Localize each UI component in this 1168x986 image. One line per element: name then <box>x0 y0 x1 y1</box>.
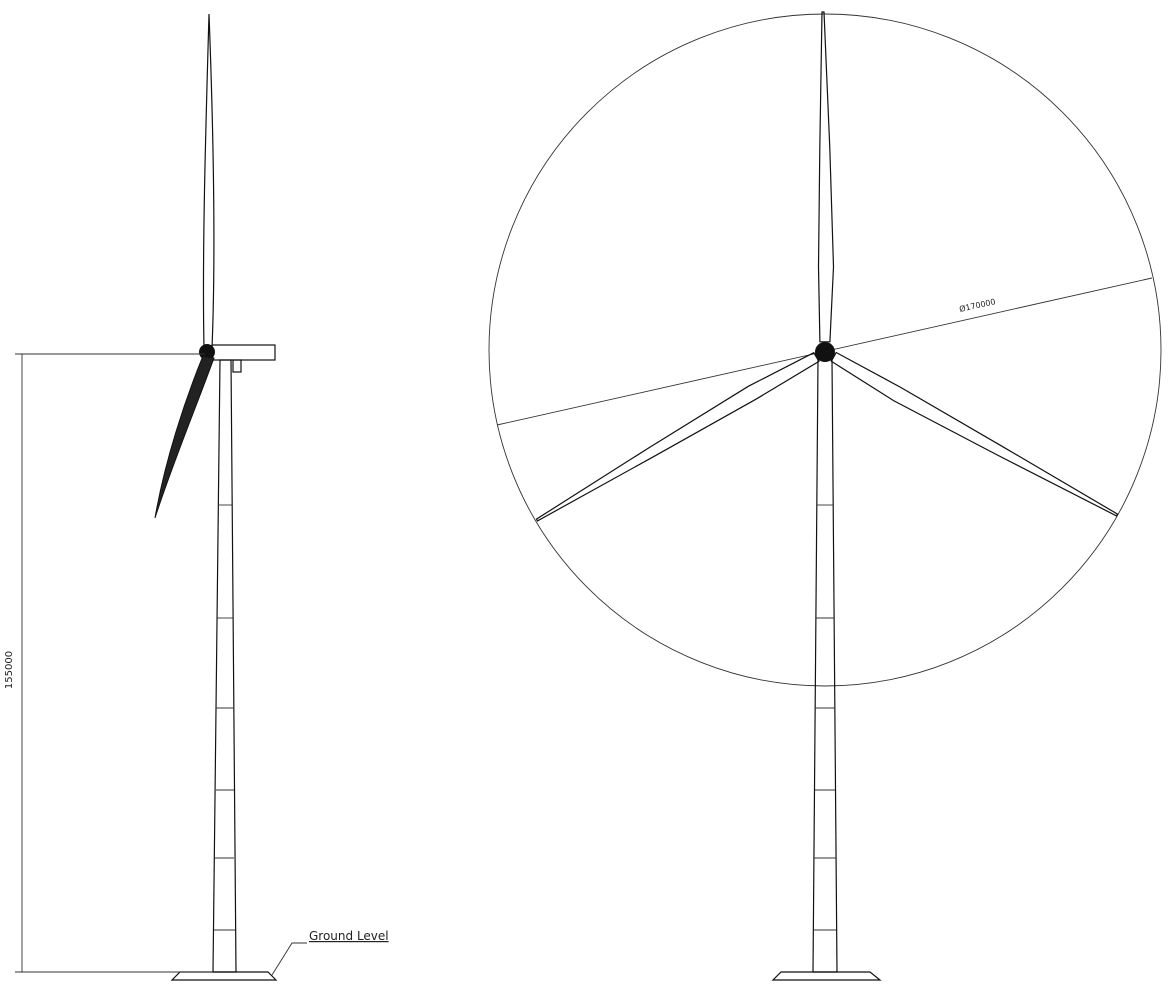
turbine-drawing: 155000 Ground Level Ø170000 <box>0 0 1168 986</box>
nacelle-detail <box>233 360 241 372</box>
foundation <box>773 972 880 980</box>
foundation <box>172 972 276 980</box>
tower <box>213 360 236 972</box>
rotor-diameter-label: Ø170000 <box>958 296 996 314</box>
leader-line <box>272 943 307 975</box>
tower <box>813 360 837 972</box>
hub-height-label: 155000 <box>4 651 15 689</box>
front-view: Ø170000 <box>489 12 1161 980</box>
blade-up <box>203 14 213 348</box>
side-view: 155000 Ground Level <box>4 14 389 980</box>
hub <box>815 342 835 362</box>
blade <box>831 353 1117 516</box>
tower-sections <box>814 505 836 930</box>
blade <box>819 12 834 342</box>
blade <box>537 353 819 521</box>
ground-level-label: Ground Level <box>309 929 389 943</box>
nacelle <box>212 345 275 360</box>
blade-down <box>155 356 214 518</box>
